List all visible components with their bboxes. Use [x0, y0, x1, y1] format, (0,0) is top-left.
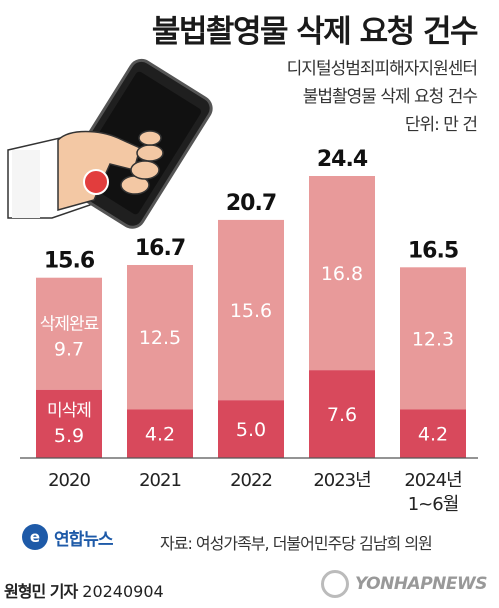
- bar-completed: [218, 219, 284, 401]
- value-label-not-deleted: 4.2: [418, 424, 448, 446]
- x-tick-label: 2021: [139, 470, 181, 491]
- value-label-completed: 15.6: [230, 300, 272, 322]
- phone-hand-illustration: [7, 58, 213, 229]
- bar-completed: [309, 176, 375, 371]
- total-label: 15.6: [44, 249, 95, 274]
- total-label: 16.7: [135, 236, 185, 261]
- source-line-1: 디지털성범죄피해자지원센터: [286, 59, 478, 79]
- value-label-completed: 16.8: [321, 263, 363, 285]
- value-label-completed: 9.7: [54, 339, 84, 361]
- chart-title: 불법촬영물 삭제 요청 건수: [151, 14, 479, 50]
- bar-completed: [400, 267, 466, 410]
- yonhapnews-logo-text: YONHAPNEWS: [354, 574, 488, 594]
- value-label-completed: 12.5: [139, 327, 181, 349]
- x-tick-label: 2022: [230, 470, 272, 491]
- value-label-not-deleted: 4.2: [145, 424, 175, 446]
- yonhapnews-logo: YONHAPNEWS: [320, 570, 488, 598]
- unit-label: 단위: 만 건: [404, 115, 478, 135]
- bar-not-deleted: [309, 370, 375, 458]
- value-label-not-deleted: 5.9: [54, 425, 84, 447]
- yonhap-logo-text: 연합뉴스: [54, 529, 114, 550]
- value-label-not-deleted: 5.0: [236, 419, 266, 441]
- bar-completed: [36, 277, 102, 390]
- x-tick-label: 2024년: [404, 470, 461, 491]
- reporter-name: 원형민 기자: [4, 582, 78, 601]
- bar-not-deleted: [218, 400, 284, 458]
- bar-completed: [127, 264, 193, 410]
- record-dot-icon: [83, 169, 109, 195]
- value-label-not-deleted: 7.6: [327, 404, 357, 426]
- bar-not-deleted: [36, 389, 102, 458]
- value-label-completed: 12.3: [412, 328, 454, 350]
- source-line-2: 불법촬영물 삭제 요청 건수: [302, 87, 478, 107]
- total-label: 16.5: [408, 238, 458, 263]
- series-label-not-deleted: 미삭제: [47, 401, 91, 421]
- x-tick-label: 2023년: [313, 470, 370, 491]
- yonhap-ring-icon: [320, 570, 349, 598]
- data-source: 자료: 여성가족부, 더불어민주당 김남희 의원: [160, 534, 433, 553]
- x-tick-label: 2020: [48, 470, 90, 491]
- series-label-completed: 삭제완료: [40, 315, 99, 335]
- bar-not-deleted: [400, 409, 466, 458]
- x-tick-label-sub: 1~6월: [408, 494, 459, 515]
- publish-date: 20240904: [82, 582, 164, 601]
- total-label: 20.7: [226, 191, 276, 216]
- byline: 원형민 기자 20240904: [4, 578, 164, 602]
- yonhap-logo: e 연합뉴스: [22, 524, 114, 550]
- bar-not-deleted: [127, 409, 193, 458]
- yonhap-mark-icon: e: [22, 524, 48, 550]
- total-label: 24.4: [317, 147, 368, 172]
